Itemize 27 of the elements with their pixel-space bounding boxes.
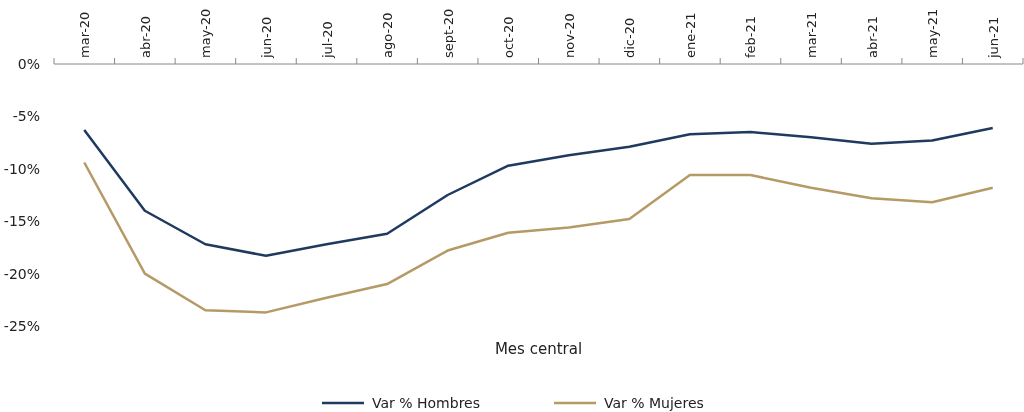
- x-tick-label: feb-21: [743, 15, 759, 58]
- x-tick-label: dic-20: [622, 17, 638, 58]
- x-tick-label: sept-20: [440, 8, 456, 58]
- x-tick-label: oct-20: [501, 16, 517, 58]
- x-tick-label: mar-20: [77, 11, 93, 58]
- x-tick-label: jul-20: [319, 21, 335, 59]
- line-series: [83, 161, 994, 314]
- legend-label: Var % Mujeres: [604, 395, 704, 411]
- x-axis-title: Mes central: [494, 340, 583, 358]
- y-tick-label: -25%: [3, 317, 40, 334]
- y-tick-label: 0%: [17, 55, 40, 72]
- y-tick-label: -20%: [3, 265, 40, 282]
- y-tick-label: -15%: [3, 213, 40, 230]
- x-tick-label: jun-20: [258, 16, 274, 59]
- x-tick-label: may-20: [198, 8, 214, 58]
- x-tick-label: may-21: [925, 8, 941, 58]
- line-series: [83, 126, 994, 258]
- y-tick-label: -5%: [12, 108, 40, 125]
- x-tick-label: nov-20: [561, 13, 577, 58]
- x-tick-label: abr-21: [864, 16, 880, 58]
- x-tick-label: abr-20: [137, 16, 153, 58]
- x-tick-label: jun-21: [985, 16, 1001, 59]
- x-tick-label: ago-20: [380, 12, 396, 58]
- x-tick-label: ene-21: [682, 12, 698, 58]
- x-tick-label: mar-21: [804, 11, 820, 58]
- legend-label: Var % Hombres: [372, 395, 481, 411]
- y-tick-label: -10%: [3, 160, 40, 177]
